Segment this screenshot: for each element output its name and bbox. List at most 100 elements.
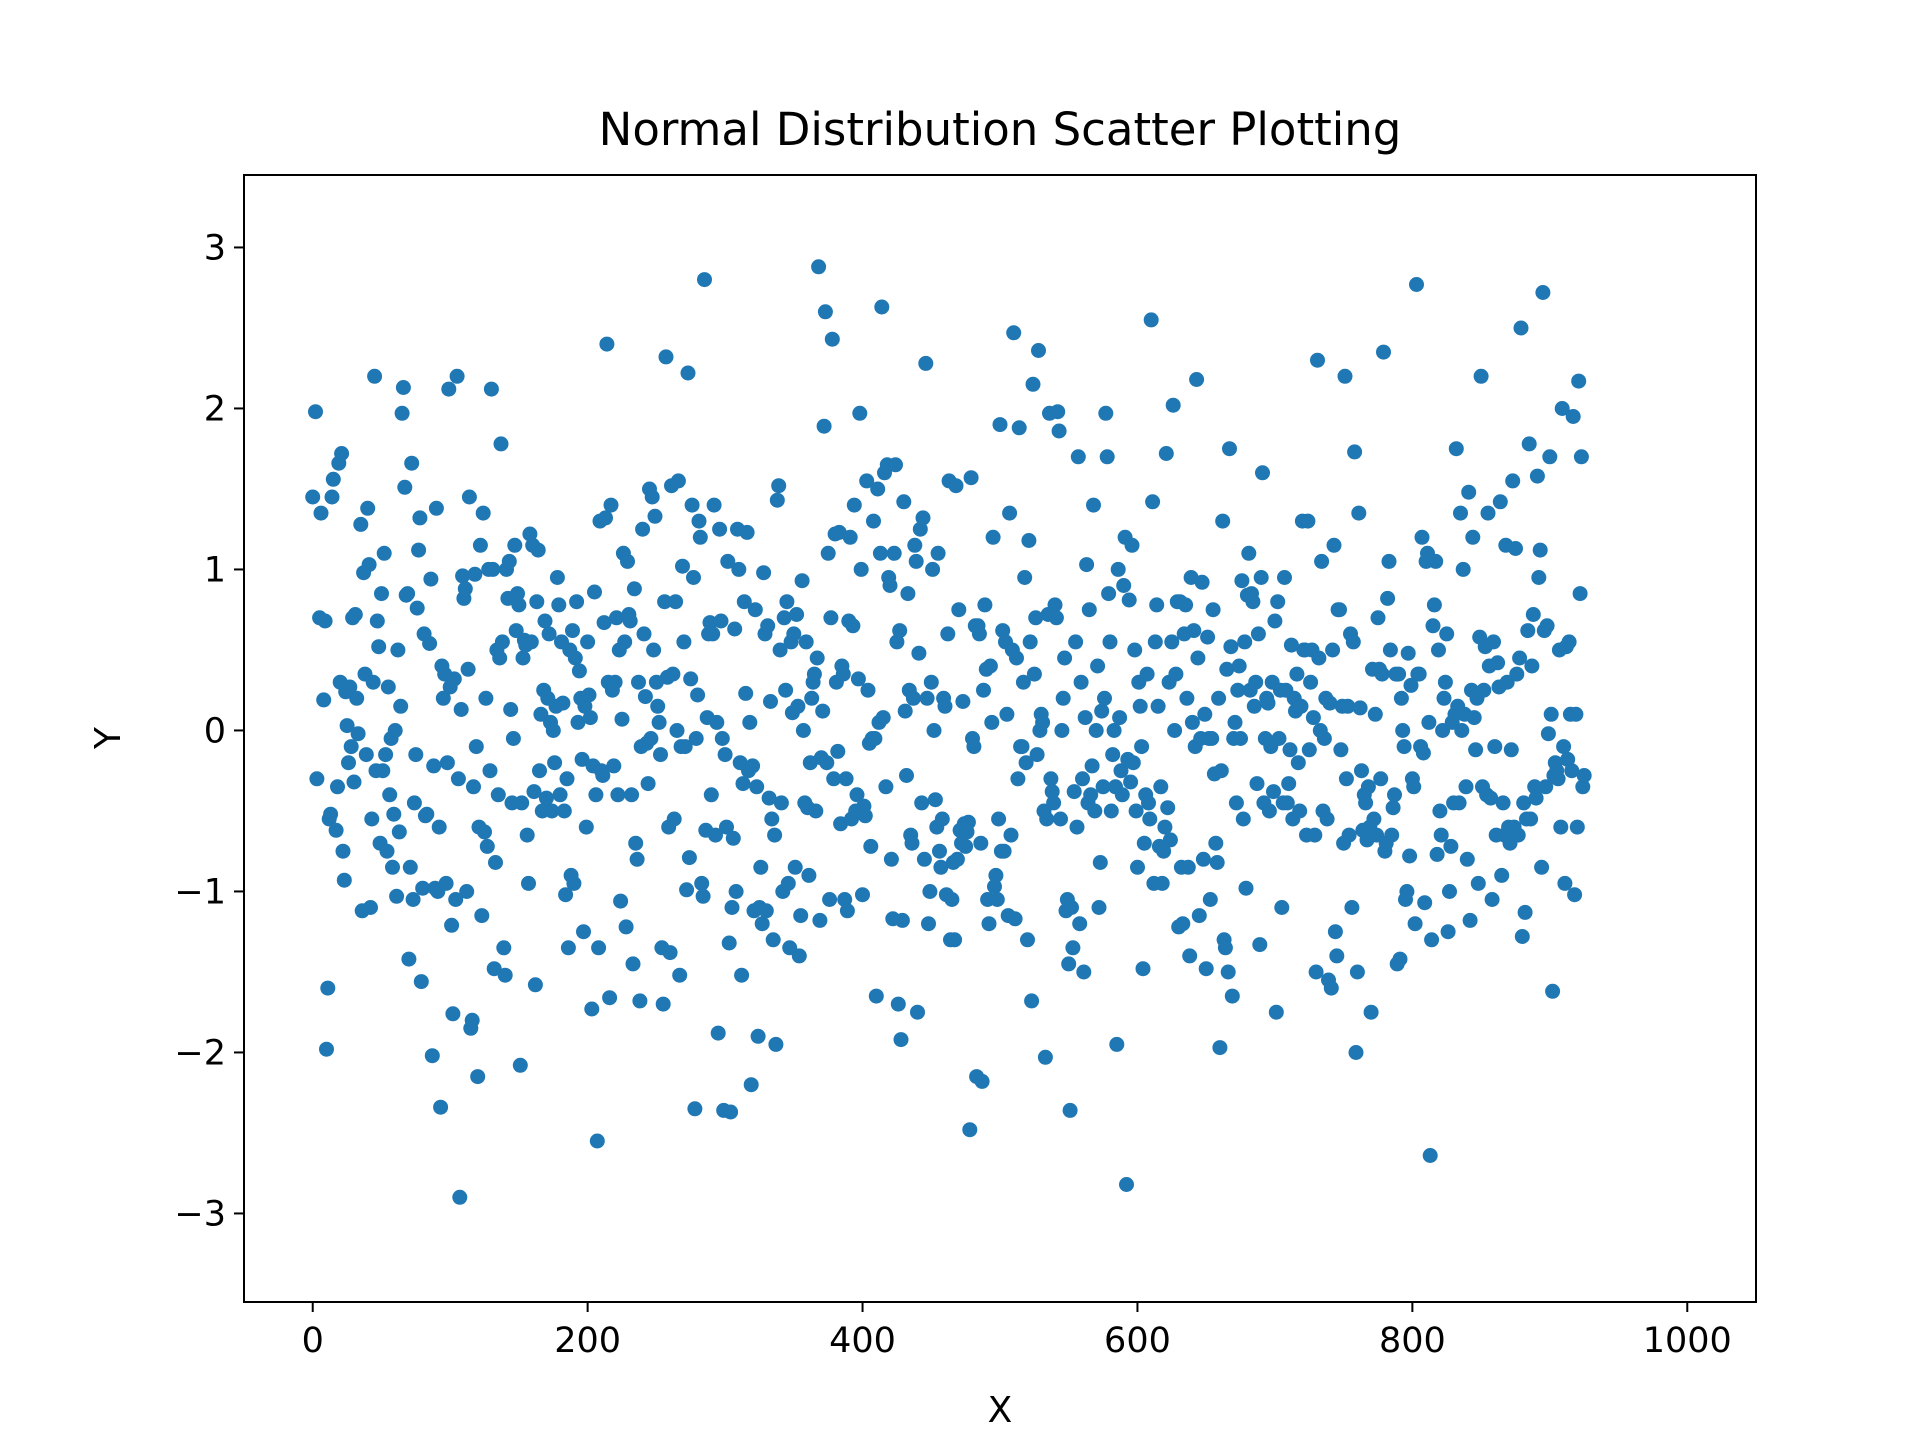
x-tick-label: 400 bbox=[829, 1321, 896, 1361]
scatter-point bbox=[514, 795, 530, 811]
scatter-point bbox=[731, 561, 747, 577]
scatter-point bbox=[347, 607, 363, 622]
scatter-point bbox=[1396, 739, 1412, 755]
scatter-point bbox=[426, 758, 442, 774]
scatter-point bbox=[1054, 723, 1070, 738]
scatter-point bbox=[401, 951, 417, 967]
scatter-point bbox=[1094, 703, 1110, 719]
scatter-point bbox=[464, 1012, 480, 1028]
scatter-point bbox=[545, 723, 561, 738]
scatter-point bbox=[765, 932, 781, 948]
scatter-point bbox=[309, 771, 325, 787]
scatter-point bbox=[369, 613, 385, 629]
scatter-point bbox=[450, 771, 466, 787]
scatter-point bbox=[497, 967, 513, 983]
scatter-point bbox=[677, 739, 693, 755]
scatter-point bbox=[485, 561, 501, 577]
scatter-point bbox=[482, 763, 498, 779]
scatter-point bbox=[882, 578, 898, 593]
scatter-point bbox=[857, 808, 873, 824]
x-tick-label: 200 bbox=[554, 1321, 621, 1361]
scatter-point bbox=[1352, 700, 1368, 716]
scatter-point bbox=[1141, 795, 1156, 811]
scatter-point bbox=[772, 642, 788, 658]
scatter-point bbox=[395, 380, 411, 395]
scatter-point bbox=[503, 702, 519, 717]
scatter-point bbox=[613, 893, 629, 909]
scatter-point bbox=[1384, 827, 1400, 843]
scatter-point bbox=[1035, 714, 1051, 730]
scatter-point bbox=[849, 787, 865, 803]
scatter-point bbox=[582, 710, 598, 726]
scatter-point bbox=[801, 867, 817, 883]
scatter-point bbox=[1050, 404, 1066, 420]
scatter-point bbox=[391, 824, 407, 840]
scatter-point bbox=[1066, 784, 1082, 800]
scatter-point bbox=[1516, 795, 1532, 811]
scatter-point bbox=[1253, 570, 1269, 585]
scatter-point bbox=[1075, 771, 1090, 787]
scatter-point bbox=[538, 790, 554, 806]
scatter-point bbox=[878, 779, 894, 795]
scatter-point bbox=[1130, 859, 1145, 875]
scatter-point bbox=[1024, 993, 1040, 1009]
scatter-point bbox=[1494, 867, 1510, 883]
scatter-point bbox=[789, 607, 805, 622]
scatter-point bbox=[1091, 900, 1107, 915]
scatter-point bbox=[324, 489, 340, 505]
scatter-point bbox=[1289, 666, 1305, 682]
scatter-point bbox=[948, 478, 964, 494]
scatter-point bbox=[1116, 578, 1132, 593]
scatter-point bbox=[1212, 1040, 1228, 1056]
scatter-point bbox=[547, 755, 563, 771]
scatter-point bbox=[371, 639, 387, 655]
scatter-point bbox=[1222, 441, 1237, 457]
scatter-point bbox=[1149, 597, 1165, 613]
scatter-point bbox=[1090, 658, 1106, 674]
scatter-point bbox=[1437, 674, 1453, 690]
scatter-point bbox=[1514, 929, 1530, 944]
scatter-point bbox=[760, 618, 776, 634]
scatter-point bbox=[798, 634, 814, 650]
scatter-point bbox=[1165, 397, 1181, 413]
scatter-point bbox=[404, 455, 420, 471]
scatter-point bbox=[1062, 1102, 1078, 1118]
scatter-point bbox=[1011, 420, 1027, 436]
scatter-point bbox=[1363, 1004, 1379, 1020]
scatter-point bbox=[358, 747, 374, 763]
scatter-point bbox=[1014, 739, 1030, 755]
scatter-point bbox=[925, 561, 941, 577]
scatter-point bbox=[1235, 811, 1251, 827]
scatter-point bbox=[1127, 642, 1143, 658]
scatter-point bbox=[617, 634, 633, 650]
scatter-point bbox=[529, 594, 545, 610]
scatter-point bbox=[339, 718, 355, 734]
scatter-point bbox=[467, 566, 483, 582]
scatter-point bbox=[1431, 642, 1446, 658]
scatter-point bbox=[374, 586, 389, 602]
scatter-point bbox=[982, 658, 998, 674]
scatter-point bbox=[927, 792, 943, 808]
scatter-point bbox=[1326, 537, 1342, 553]
scatter-point bbox=[635, 521, 651, 537]
scatter-point bbox=[1250, 626, 1266, 642]
scatter-point bbox=[888, 457, 903, 473]
scatter-point bbox=[894, 912, 910, 928]
scatter-point bbox=[559, 771, 575, 787]
scatter-point bbox=[305, 489, 321, 505]
scatter-point bbox=[1162, 832, 1178, 848]
scatter-point bbox=[795, 723, 811, 738]
scatter-point bbox=[319, 1041, 334, 1057]
scatter-point bbox=[912, 521, 928, 537]
scatter-point bbox=[976, 682, 991, 698]
scatter-point bbox=[1076, 964, 1092, 980]
scatter-point bbox=[684, 497, 700, 513]
scatter-point bbox=[830, 743, 846, 759]
scatter-point bbox=[349, 690, 365, 706]
scatter-point bbox=[1521, 436, 1537, 452]
scatter-point bbox=[915, 510, 931, 526]
scatter-point bbox=[907, 537, 923, 553]
scatter-point bbox=[750, 1028, 766, 1044]
scatter-point bbox=[1466, 710, 1482, 726]
scatter-point bbox=[977, 597, 993, 613]
